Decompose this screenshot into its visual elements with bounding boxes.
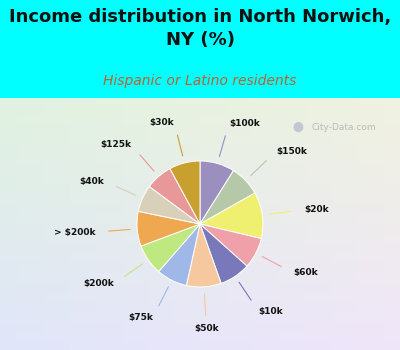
Wedge shape xyxy=(137,211,200,246)
Wedge shape xyxy=(200,193,263,239)
Wedge shape xyxy=(200,224,261,266)
Wedge shape xyxy=(141,224,200,272)
Text: $200k: $200k xyxy=(83,279,114,288)
Text: ⬤: ⬤ xyxy=(292,122,303,132)
Text: Hispanic or Latino residents: Hispanic or Latino residents xyxy=(103,74,297,88)
Wedge shape xyxy=(149,169,200,224)
Text: $60k: $60k xyxy=(293,268,318,277)
Text: $150k: $150k xyxy=(276,147,307,156)
Wedge shape xyxy=(159,224,200,286)
Wedge shape xyxy=(200,170,255,224)
Text: $20k: $20k xyxy=(304,205,328,214)
Text: $50k: $50k xyxy=(194,324,219,333)
Wedge shape xyxy=(138,187,200,224)
Text: > $200k: > $200k xyxy=(54,228,95,237)
Text: $30k: $30k xyxy=(150,118,174,127)
Text: $40k: $40k xyxy=(79,177,104,186)
Wedge shape xyxy=(200,161,234,224)
Text: $75k: $75k xyxy=(128,313,153,322)
Wedge shape xyxy=(186,224,221,287)
Text: City-Data.com: City-Data.com xyxy=(312,123,377,132)
Wedge shape xyxy=(200,224,247,284)
Text: $10k: $10k xyxy=(258,307,283,316)
Text: Income distribution in North Norwich,
NY (%): Income distribution in North Norwich, NY… xyxy=(9,8,391,49)
Text: $125k: $125k xyxy=(100,140,131,149)
Text: $100k: $100k xyxy=(229,119,260,128)
Wedge shape xyxy=(170,161,200,224)
